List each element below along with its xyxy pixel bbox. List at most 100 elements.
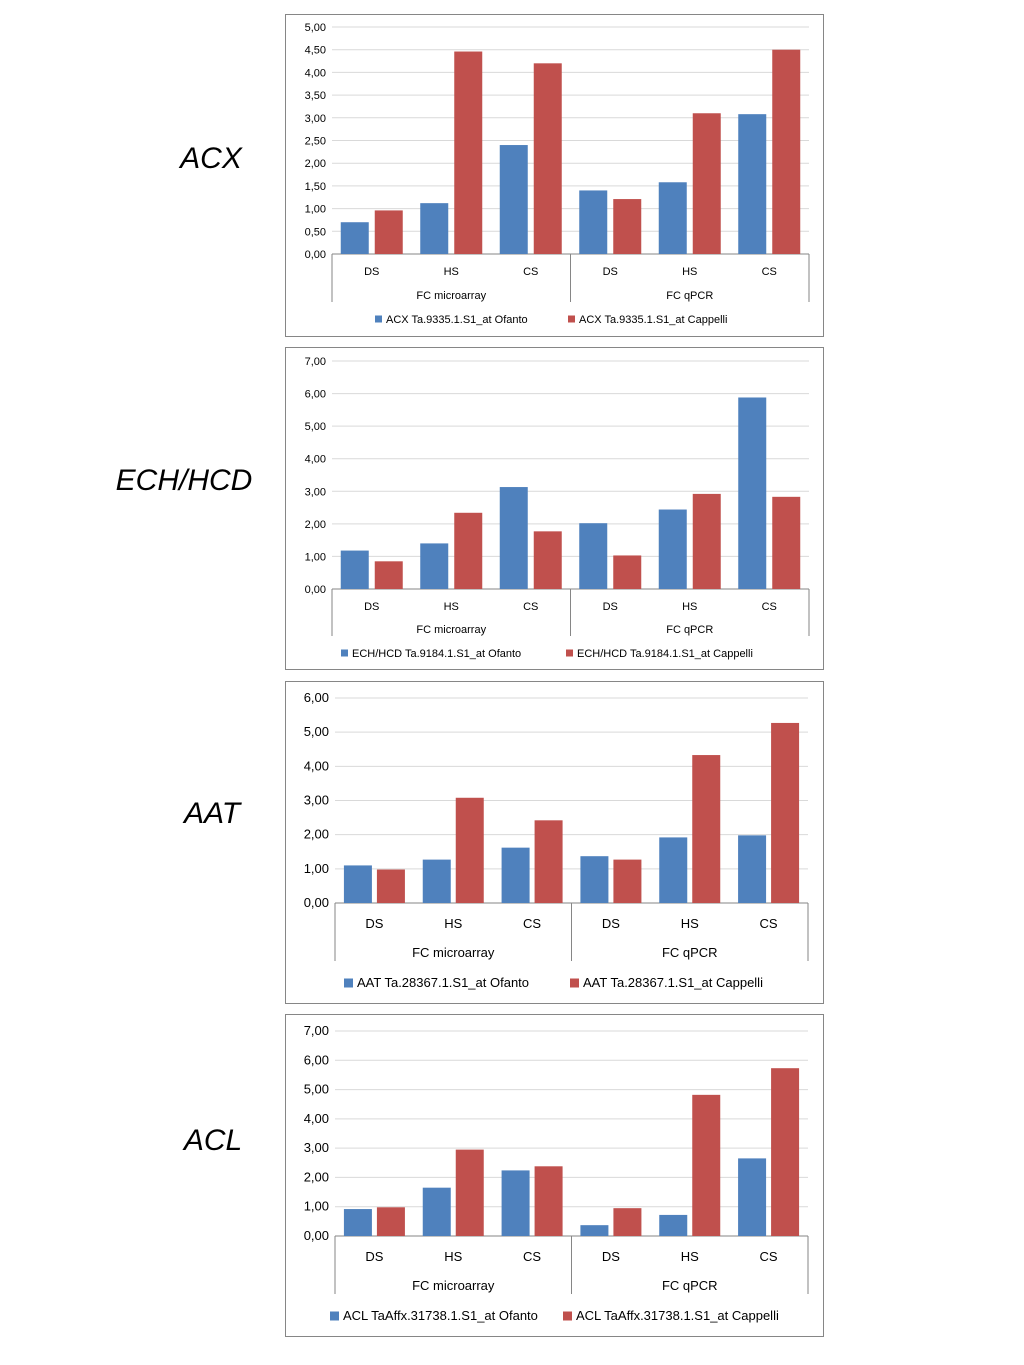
y-tick-label: 2,00 [304,1169,329,1184]
bar-cs-cappelli [533,531,562,589]
x-group-label: FC microarray [416,290,486,302]
x-category-label: CS [762,601,777,613]
y-tick-label: 4,00 [304,758,329,773]
bar-ds-ofanto [579,190,608,254]
x-group-label: FC qPCR [666,290,713,302]
y-tick-label: 2,00 [304,827,329,842]
legend-label-ofanto: AAT Ta.28367.1.S1_at Ofanto [357,975,529,990]
x-category-label: DS [365,916,383,931]
y-tick-label: 3,00 [304,793,329,808]
gene-label-ech-hcd: ECH/HCD [115,464,253,497]
x-group-label: FC qPCR [662,1278,718,1293]
legend-label-ofanto: ECH/HCD Ta.9184.1.S1_at Ofanto [352,648,521,660]
y-tick-label: 1,00 [304,861,329,876]
legend-swatch-ofanto [341,649,348,657]
y-tick-label: 4,00 [305,67,326,79]
chart-panel-ech-hcd: 0,00 1,00 2,00 3,00 4,00 5,00 6,00 7,00 DS HS CS DS… [285,347,824,670]
x-group-label: FC qPCR [666,624,713,636]
bar-cs-cappelli [533,63,562,254]
bar-ds-cappelli [613,555,642,589]
y-tick-label: 0,00 [305,249,326,261]
y-tick-label: 4,00 [304,1111,329,1126]
bar-cs-ofanto [738,397,767,589]
bar-cs-ofanto [738,835,767,903]
y-tick-label: 0,00 [304,1228,329,1243]
chart-svg-aat: 0,00 1,00 2,00 3,00 4,00 5,00 6,00 DS HS CS DS HS CS… [304,690,809,990]
bar-ds-cappelli [376,1207,405,1236]
bar-cs-cappelli [771,722,800,903]
bar-ds-cappelli [374,210,403,254]
bar-ds-ofanto [343,1209,372,1236]
legend-label-cappelli: AAT Ta.28367.1.S1_at Cappelli [583,975,763,990]
x-category-label: HS [682,601,697,613]
bar-ds-cappelli [613,199,642,254]
y-tick-label: 2,50 [305,136,326,148]
y-tick-label: 7,00 [304,1023,329,1038]
legend-swatch-cappelli [563,1311,572,1321]
x-group-label: FC microarray [416,624,486,636]
x-category-label: HS [444,916,462,931]
bar-ds-cappelli [613,859,642,903]
bar-ds-ofanto [580,1225,609,1236]
y-tick-label: 2,00 [305,519,326,531]
gene-label-aat: AAT [183,797,241,830]
bar-cs-ofanto [499,487,528,589]
x-category-label: HS [681,916,699,931]
bar-hs-ofanto [422,1187,451,1236]
y-tick-label: 2,00 [305,158,326,170]
y-tick-label: 4,50 [305,45,326,57]
bar-ds-cappelli [613,1208,642,1236]
y-tick-label: 1,00 [304,1199,329,1214]
bar-ds-cappelli [374,561,403,589]
bar-cs-cappelli [534,820,563,903]
x-category-label: CS [762,266,777,278]
bar-hs-ofanto [658,182,687,254]
legend-label-ofanto: ACL TaAffx.31738.1.S1_at Ofanto [343,1308,538,1323]
gene-label-acl: ACL [183,1124,243,1157]
bar-cs-cappelli [772,49,801,255]
y-tick-label: 1,50 [305,181,326,193]
bar-hs-ofanto [659,1214,688,1236]
bar-hs-ofanto [422,859,451,903]
bar-ds-ofanto [340,222,369,254]
bar-hs-ofanto [420,543,449,589]
legend-swatch-cappelli [570,978,579,988]
x-group-label: FC microarray [412,945,495,960]
chart-panel-acl: 0,00 1,00 2,00 3,00 4,00 5,00 6,00 7,00 DS HS CS DS… [285,1014,824,1337]
x-category-label: CS [523,266,538,278]
y-tick-label: 3,00 [304,1140,329,1155]
legend-swatch-ofanto [344,978,353,988]
legend-swatch-ofanto [375,315,382,323]
y-tick-label: 5,00 [305,421,326,433]
legend-label-cappelli: ACX Ta.9335.1.S1_at Cappelli [579,314,727,326]
x-category-label: CS [523,916,541,931]
y-tick-label: 3,00 [305,113,326,125]
x-group-label: FC microarray [412,1278,495,1293]
x-category-label: CS [523,601,538,613]
y-tick-label: 5,00 [304,724,329,739]
legend-swatch-ofanto [330,1311,339,1321]
y-tick-label: 1,00 [305,551,326,563]
y-tick-label: 4,00 [305,454,326,466]
bar-hs-ofanto [420,203,449,254]
bar-cs-ofanto [738,114,767,254]
y-tick-label: 0,00 [305,584,326,596]
chart-svg-ech-hcd: 0,00 1,00 2,00 3,00 4,00 5,00 6,00 7,00 DS HS CS DS… [305,356,810,660]
bar-cs-ofanto [738,1158,767,1236]
x-category-label: HS [444,1249,462,1264]
bar-hs-cappelli [454,512,483,589]
bar-cs-cappelli [771,1068,800,1236]
x-group-label: FC qPCR [662,945,718,960]
bar-hs-ofanto [659,837,688,903]
chart-panel-aat: 0,00 1,00 2,00 3,00 4,00 5,00 6,00 DS HS CS DS HS CS… [285,681,824,1004]
y-tick-label: 1,00 [305,204,326,216]
chart-svg-acl: 0,00 1,00 2,00 3,00 4,00 5,00 6,00 7,00 DS HS CS DS… [304,1023,809,1323]
y-tick-label: 6,00 [305,389,326,401]
y-tick-label: 3,00 [305,486,326,498]
y-tick-label: 6,00 [304,690,329,705]
y-tick-label: 7,00 [305,356,326,368]
bar-hs-cappelli [454,51,483,255]
chart-panel-acx: 0,00 0,50 1,00 1,50 2,00 2,50 3,00 3,50 4,00 4,50… [285,14,824,337]
legend-swatch-cappelli [566,649,573,657]
bar-ds-ofanto [579,523,608,589]
